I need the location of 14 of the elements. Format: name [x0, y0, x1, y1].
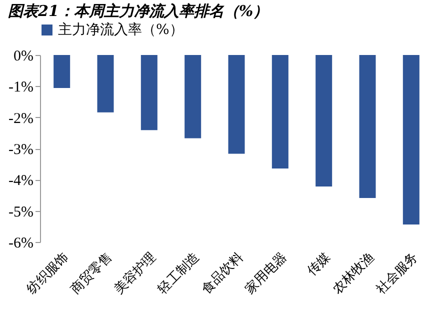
- y-tick-label: 0%: [14, 48, 34, 64]
- y-tick-label: -4%: [8, 173, 34, 190]
- x-tick-label: 社会服务: [374, 250, 422, 298]
- chart-title: 图表21：本周主力净流入率排名（%）: [8, 2, 268, 20]
- x-tick-label: 家用电器: [242, 249, 290, 298]
- y-tick-label: -1%: [8, 80, 34, 96]
- y-tick-label: -5%: [8, 204, 34, 220]
- x-tick-label: 轻工制造: [155, 250, 203, 298]
- x-tick-label: 商贸零售: [68, 250, 116, 298]
- y-tick-label: -6%: [8, 236, 34, 252]
- x-tick-label: 传媒: [304, 250, 334, 279]
- y-tick-label: -3%: [8, 142, 34, 158]
- y-tick-label: -2%: [8, 110, 34, 127]
- legend-label: 主力净流入率（%）: [58, 22, 184, 38]
